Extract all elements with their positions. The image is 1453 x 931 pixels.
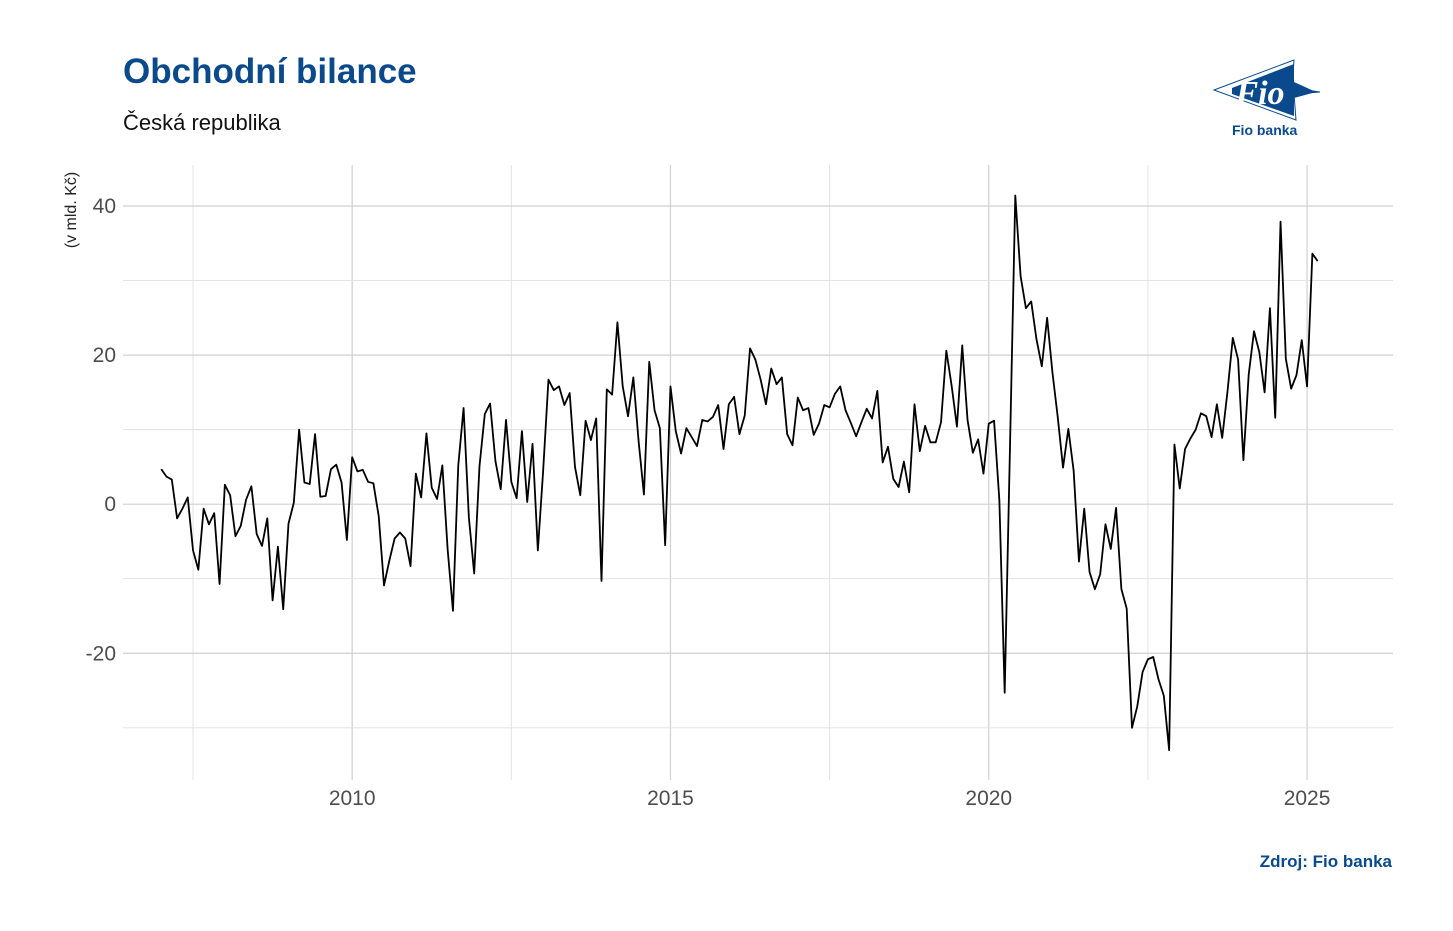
x-tick-label: 2020 [965,787,1012,810]
y-tick-labels: -20 0 20 40 [86,195,116,665]
chart-title: Obchodní bilance [123,52,417,91]
fio-logo-text: Fio banka [1232,122,1298,138]
y-tick-label: -20 [86,642,116,665]
series-line [160,194,1319,752]
x-tick-label: 2025 [1284,787,1331,810]
source-note: Zdroj: Fio banka [1259,852,1392,871]
y-tick-label: 20 [93,344,116,367]
x-tick-labels: 2010 2015 2020 2025 [329,787,1331,810]
grid-lines [123,165,1393,780]
x-tick-label: 2010 [329,787,376,810]
fio-logo-icon: Fio [1212,59,1321,121]
chart-subtitle: Česká republika [123,110,281,135]
y-tick-label: 0 [104,493,116,516]
fio-logo-mark-text: Fio [1234,75,1284,112]
y-tick-label: 40 [93,195,116,218]
x-tick-label: 2015 [647,787,694,810]
